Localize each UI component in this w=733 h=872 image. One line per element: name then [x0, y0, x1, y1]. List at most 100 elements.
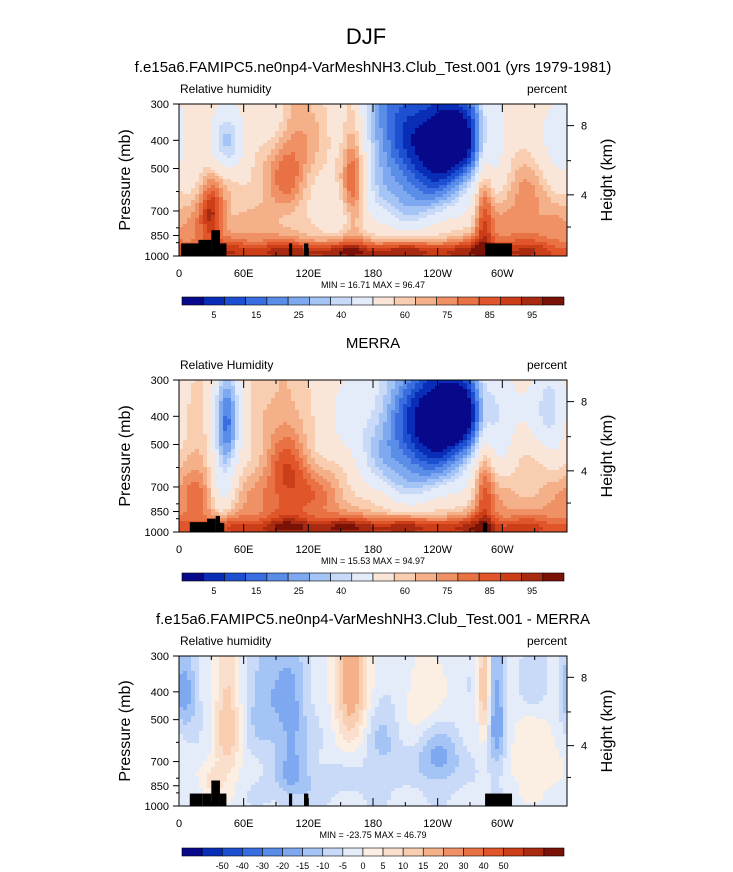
heatmap-cell: [271, 692, 295, 696]
heatmap-cell: [187, 707, 195, 711]
heatmap-cell: [463, 530, 475, 532]
heatmap-cell: [391, 794, 423, 798]
heatmap-cell: [179, 662, 191, 666]
heatmap-cell: [367, 740, 375, 744]
heatmap-cell: [507, 674, 519, 678]
heatmap-cell: [519, 791, 543, 795]
heatmap-cell: [479, 443, 483, 447]
heatmap-cell: [483, 740, 487, 744]
heatmap-cell: [399, 401, 407, 405]
heatmap-cell: [475, 191, 479, 195]
heatmap-cell: [391, 749, 423, 753]
heatmap-cell: [295, 179, 303, 183]
heatmap-cell: [475, 506, 479, 510]
colorbar-swatch: [302, 847, 324, 857]
heatmap-cell: [371, 455, 379, 459]
heatmap-cell: [211, 197, 215, 201]
height-axis: [567, 401, 574, 504]
heatmap-cell: [219, 407, 223, 411]
heatmap-cell: [243, 425, 251, 429]
heatmap-cell: [371, 722, 399, 726]
heatmap-cell: [471, 161, 475, 165]
x-tick-label: 0: [176, 818, 182, 830]
heatmap-cell: [483, 200, 487, 204]
heatmap-cell: [299, 191, 303, 195]
heatmap-cell: [531, 254, 551, 256]
heatmap-cell: [347, 476, 363, 480]
heatmap-cell: [219, 131, 235, 135]
heatmap-cell: [211, 725, 215, 729]
heatmap-cell: [239, 749, 243, 753]
heatmap-cell: [347, 104, 351, 108]
heatmap-cell: [255, 701, 271, 705]
heatmap-cell: [307, 722, 319, 726]
heatmap-cell: [375, 665, 415, 669]
heatmap-cell: [239, 698, 247, 702]
heatmap-cell: [235, 695, 239, 699]
heatmap-cell: [479, 431, 483, 435]
heatmap-cell: [407, 164, 415, 168]
heatmap-cell: [355, 119, 363, 123]
heatmap-cell: [271, 698, 295, 702]
heatmap-cell: [475, 659, 479, 663]
heatmap-cell: [179, 698, 191, 702]
heatmap-cell: [375, 218, 399, 222]
heatmap-cell: [475, 152, 479, 156]
heatmap-cell: [295, 518, 307, 522]
heatmap-cell: [363, 689, 367, 693]
heatmap-cell: [287, 752, 295, 756]
heatmap-cell: [379, 158, 387, 162]
heatmap-cell: [447, 185, 455, 189]
heatmap-cell: [283, 728, 299, 732]
heatmap-cell: [471, 476, 475, 480]
heatmap-cell: [223, 425, 227, 429]
heatmap-cell: [491, 191, 495, 195]
heatmap-cell: [347, 119, 355, 123]
heatmap-cell: [179, 749, 211, 753]
heatmap-cell: [255, 158, 267, 162]
heatmap-cell: [199, 779, 207, 783]
heatmap-cell: [215, 191, 219, 195]
heatmap-cell: [179, 395, 191, 399]
heatmap-cell: [379, 143, 383, 147]
heatmap-cell: [283, 134, 291, 138]
heatmap-cell: [483, 224, 487, 228]
heatmap-cell: [295, 782, 311, 786]
heatmap-cell: [359, 164, 363, 168]
heatmap-cell: [239, 410, 243, 414]
heatmap-cell: [559, 671, 563, 675]
heatmap-cell: [299, 161, 307, 165]
heatmap-cell: [475, 134, 479, 138]
heatmap-cell: [211, 677, 219, 681]
heatmap-cell: [263, 416, 299, 420]
heatmap-cell: [211, 674, 219, 678]
heatmap-cell: [419, 770, 455, 774]
heatmap-cell: [511, 251, 535, 255]
heatmap-cell: [219, 143, 223, 147]
colorbar-swatch: [478, 572, 501, 582]
heatmap-cell: [195, 710, 203, 714]
heatmap-cell: [383, 173, 391, 177]
heatmap-cell: [263, 179, 271, 183]
heatmap-cell: [199, 485, 207, 489]
heatmap-cell: [347, 179, 355, 183]
heatmap-cell: [183, 464, 203, 468]
heatmap-cell: [475, 218, 479, 222]
heatmap-cell: [231, 197, 263, 201]
heatmap-cell: [379, 116, 387, 120]
heatmap-cell: [347, 182, 355, 186]
heatmap-cell: [439, 383, 459, 387]
heatmap-cell: [263, 449, 267, 453]
heatmap-cell: [355, 494, 387, 498]
heatmap-cell: [223, 164, 235, 168]
colorbar-swatch: [262, 847, 283, 857]
heatmap-cell: [307, 755, 319, 759]
heatmap-cell: [447, 236, 463, 240]
heatmap-cell: [483, 476, 487, 480]
heatmap-cell: [367, 173, 371, 177]
heatmap-cell: [551, 254, 567, 256]
heatmap-cell: [211, 731, 215, 735]
heatmap-cell: [351, 227, 359, 231]
heatmap-cell: [463, 179, 467, 183]
heatmap-cell: [231, 437, 235, 441]
